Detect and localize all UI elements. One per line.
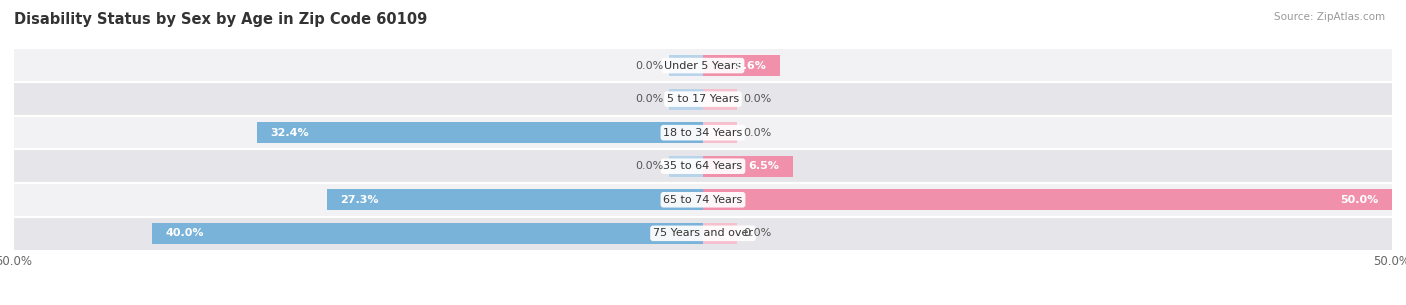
- Text: Under 5 Years: Under 5 Years: [665, 61, 741, 70]
- Bar: [14, 149, 1392, 183]
- Text: 32.4%: 32.4%: [270, 128, 309, 138]
- Bar: [703, 55, 780, 76]
- Bar: [256, 122, 703, 143]
- Bar: [152, 223, 703, 244]
- Bar: [669, 55, 703, 76]
- Text: 18 to 34 Years: 18 to 34 Years: [664, 128, 742, 138]
- Bar: [14, 217, 1392, 250]
- Text: 65 to 74 Years: 65 to 74 Years: [664, 195, 742, 205]
- Text: 6.5%: 6.5%: [748, 161, 779, 171]
- Text: 27.3%: 27.3%: [340, 195, 380, 205]
- Bar: [14, 82, 1392, 116]
- Bar: [703, 89, 738, 109]
- Bar: [703, 156, 793, 177]
- Text: 35 to 64 Years: 35 to 64 Years: [664, 161, 742, 171]
- Bar: [326, 189, 703, 210]
- Text: 5.6%: 5.6%: [735, 61, 766, 70]
- Bar: [703, 223, 738, 244]
- Text: 0.0%: 0.0%: [742, 94, 772, 104]
- Text: 50.0%: 50.0%: [1340, 195, 1378, 205]
- Bar: [14, 49, 1392, 82]
- Bar: [14, 116, 1392, 149]
- Text: 40.0%: 40.0%: [166, 228, 204, 238]
- Text: 5 to 17 Years: 5 to 17 Years: [666, 94, 740, 104]
- Bar: [703, 189, 1392, 210]
- Bar: [669, 156, 703, 177]
- Text: Source: ZipAtlas.com: Source: ZipAtlas.com: [1274, 12, 1385, 22]
- Bar: [14, 183, 1392, 217]
- Text: 0.0%: 0.0%: [634, 94, 664, 104]
- Bar: [703, 122, 738, 143]
- Bar: [669, 89, 703, 109]
- Text: 0.0%: 0.0%: [742, 128, 772, 138]
- Text: Disability Status by Sex by Age in Zip Code 60109: Disability Status by Sex by Age in Zip C…: [14, 12, 427, 27]
- Text: 0.0%: 0.0%: [634, 61, 664, 70]
- Text: 75 Years and over: 75 Years and over: [652, 228, 754, 238]
- Text: 0.0%: 0.0%: [634, 161, 664, 171]
- Text: 0.0%: 0.0%: [742, 228, 772, 238]
